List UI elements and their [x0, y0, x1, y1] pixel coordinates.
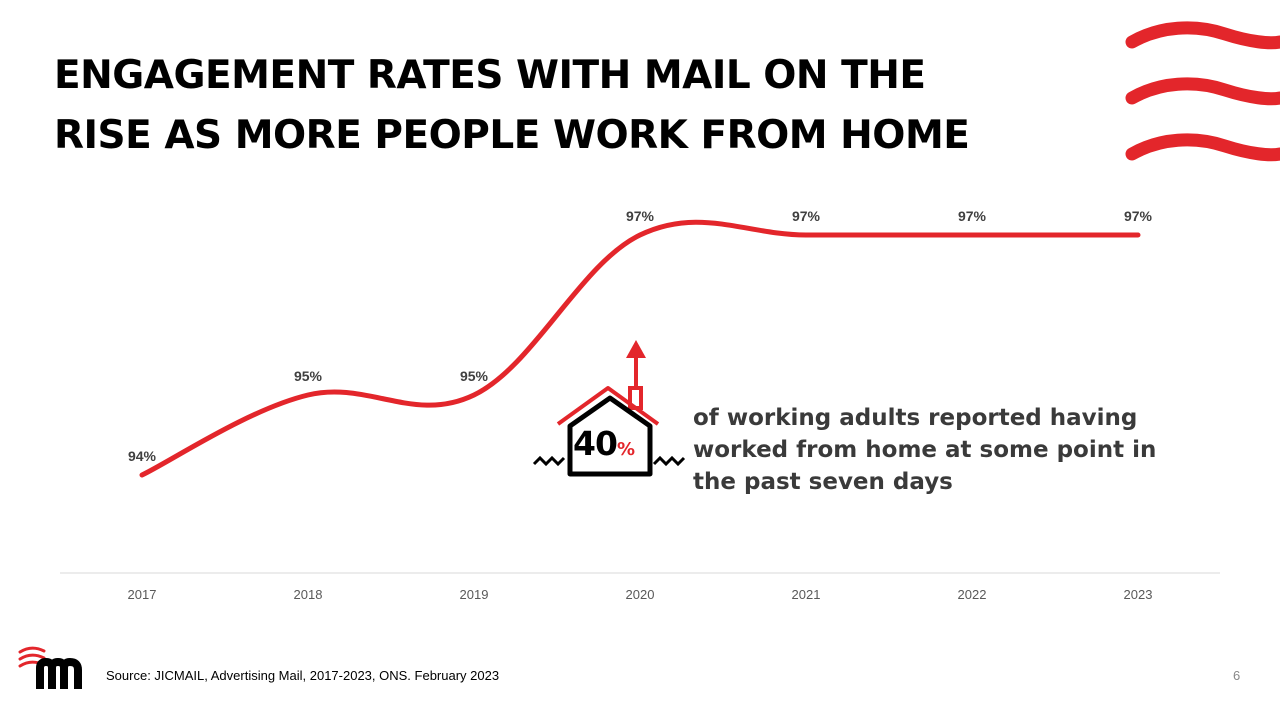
data-label-2023: 97%	[1124, 208, 1153, 224]
data-label-2020: 97%	[626, 208, 655, 224]
x-tick-2020: 2020	[626, 587, 655, 602]
brand-logo-icon	[18, 646, 82, 689]
data-label-2022: 97%	[958, 208, 987, 224]
x-tick-2022: 2022	[958, 587, 987, 602]
title-line-2: RISE AS MORE PEOPLE WORK FROM HOME	[54, 113, 970, 158]
x-tick-2019: 2019	[460, 587, 489, 602]
stat-unit: %	[616, 439, 635, 460]
data-label-2018: 95%	[294, 368, 323, 384]
series-line-engagement	[139, 219, 1141, 478]
title-line-1: ENGAGEMENT RATES WITH MAIL ON THE	[54, 53, 926, 98]
x-tick-2023: 2023	[1124, 587, 1153, 602]
data-label-2021: 97%	[792, 208, 821, 224]
stat-value: 40	[573, 424, 618, 463]
house-with-up-arrow-icon	[532, 340, 686, 477]
data-label-2017: 94%	[128, 448, 157, 464]
page-number: 6	[1233, 668, 1241, 683]
x-tick-2018: 2018	[294, 587, 323, 602]
source-note: Source: JICMAIL, Advertising Mail, 2017-…	[106, 668, 500, 683]
data-label-2019: 95%	[460, 368, 489, 384]
stat-number: 40%	[573, 424, 635, 470]
x-tick-2017: 2017	[128, 587, 157, 602]
callout-text: of working adults reported having worked…	[693, 405, 1157, 495]
slide-title: ENGAGEMENT RATES WITH MAIL ON THE RISE A…	[54, 46, 1034, 166]
decorative-waves-icon	[1125, 21, 1280, 162]
x-tick-2021: 2021	[792, 587, 821, 602]
